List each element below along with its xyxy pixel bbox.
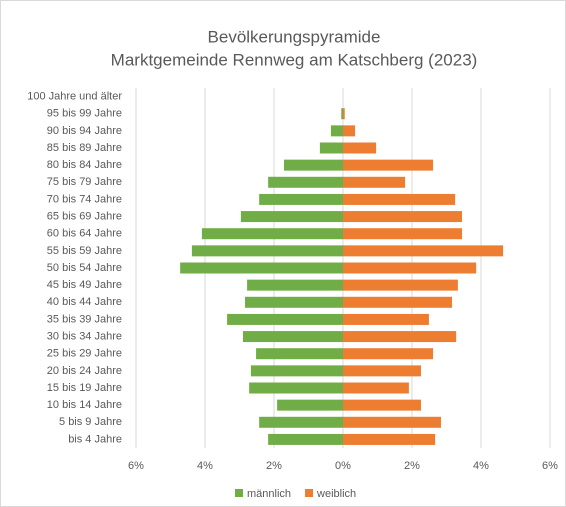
x-tick-label: 6% xyxy=(128,460,144,472)
y-tick-label: 30 bis 34 Jahre xyxy=(47,330,122,342)
x-tick-label: 2% xyxy=(404,460,420,472)
y-tick-label: 25 bis 29 Jahre xyxy=(47,348,122,360)
y-tick-label: 15 bis 19 Jahre xyxy=(47,382,122,394)
legend-swatch xyxy=(305,489,314,497)
y-tick-label: 35 bis 39 Jahre xyxy=(47,313,122,325)
legend-label: weiblich xyxy=(316,488,356,500)
bar xyxy=(343,365,421,377)
legend-label: männlich xyxy=(247,488,291,500)
bar xyxy=(343,228,463,240)
bar xyxy=(268,176,343,188)
bar xyxy=(319,142,343,154)
bar xyxy=(343,159,434,171)
bar xyxy=(256,348,343,360)
y-tick-label: 95 bis 99 Jahre xyxy=(47,108,122,120)
bar xyxy=(343,262,477,274)
y-tick-label: 55 bis 59 Jahre xyxy=(47,245,122,257)
bar xyxy=(259,416,343,428)
bar xyxy=(343,193,456,205)
bar xyxy=(343,433,436,445)
bar xyxy=(180,262,343,274)
bar xyxy=(343,245,504,257)
y-tick-label: 65 bis 69 Jahre xyxy=(47,210,122,222)
bar xyxy=(250,365,343,377)
y-tick-label: 10 bis 14 Jahre xyxy=(47,399,122,411)
bar xyxy=(343,279,458,291)
bar xyxy=(343,142,377,154)
bar xyxy=(343,125,356,137)
bar xyxy=(191,245,343,257)
bar xyxy=(249,382,343,394)
bar xyxy=(343,108,345,120)
bar xyxy=(268,433,343,445)
chart-title: Bevölkerungspyramide xyxy=(208,27,381,46)
x-tick-label: 4% xyxy=(473,460,489,472)
bar xyxy=(343,176,406,188)
y-tick-label: 40 bis 44 Jahre xyxy=(47,296,122,308)
y-tick-label: 50 bis 54 Jahre xyxy=(47,262,122,274)
bar xyxy=(201,228,343,240)
bar xyxy=(330,125,343,137)
bar xyxy=(245,296,343,308)
chart-subtitle: Marktgemeinde Rennweg am Katschberg (202… xyxy=(111,50,478,69)
y-tick-label: 75 bis 79 Jahre xyxy=(47,176,122,188)
y-tick-label: bis 4 Jahre xyxy=(68,433,122,445)
y-tick-label: 5 bis 9 Jahre xyxy=(59,416,122,428)
bar xyxy=(227,313,343,325)
bar xyxy=(343,348,434,360)
bar xyxy=(343,382,409,394)
bar xyxy=(343,331,457,343)
x-tick-label: 0% xyxy=(335,460,351,472)
bar xyxy=(343,416,441,428)
bar xyxy=(259,193,343,205)
y-tick-label: 85 bis 89 Jahre xyxy=(47,142,122,154)
bar xyxy=(247,279,343,291)
y-tick-label: 45 bis 49 Jahre xyxy=(47,279,122,291)
y-tick-label: 70 bis 74 Jahre xyxy=(47,193,122,205)
y-tick-label: 20 bis 24 Jahre xyxy=(47,365,122,377)
bar xyxy=(343,211,463,223)
y-tick-label: 90 bis 94 Jahre xyxy=(47,125,122,137)
bar xyxy=(240,211,343,223)
y-tick-label: 60 bis 64 Jahre xyxy=(47,228,122,240)
bar xyxy=(343,313,429,325)
bar xyxy=(277,399,343,411)
y-tick-label: 100 Jahre und älter xyxy=(27,90,122,102)
bar xyxy=(341,108,343,120)
bar xyxy=(242,331,343,343)
bar xyxy=(343,296,453,308)
legend-swatch xyxy=(235,489,243,497)
x-tick-label: 6% xyxy=(542,460,558,472)
bar xyxy=(284,159,343,171)
bar xyxy=(343,399,421,411)
y-tick-label: 80 bis 84 Jahre xyxy=(47,159,122,171)
x-tick-label: 2% xyxy=(266,460,282,472)
x-tick-label: 4% xyxy=(197,460,213,472)
